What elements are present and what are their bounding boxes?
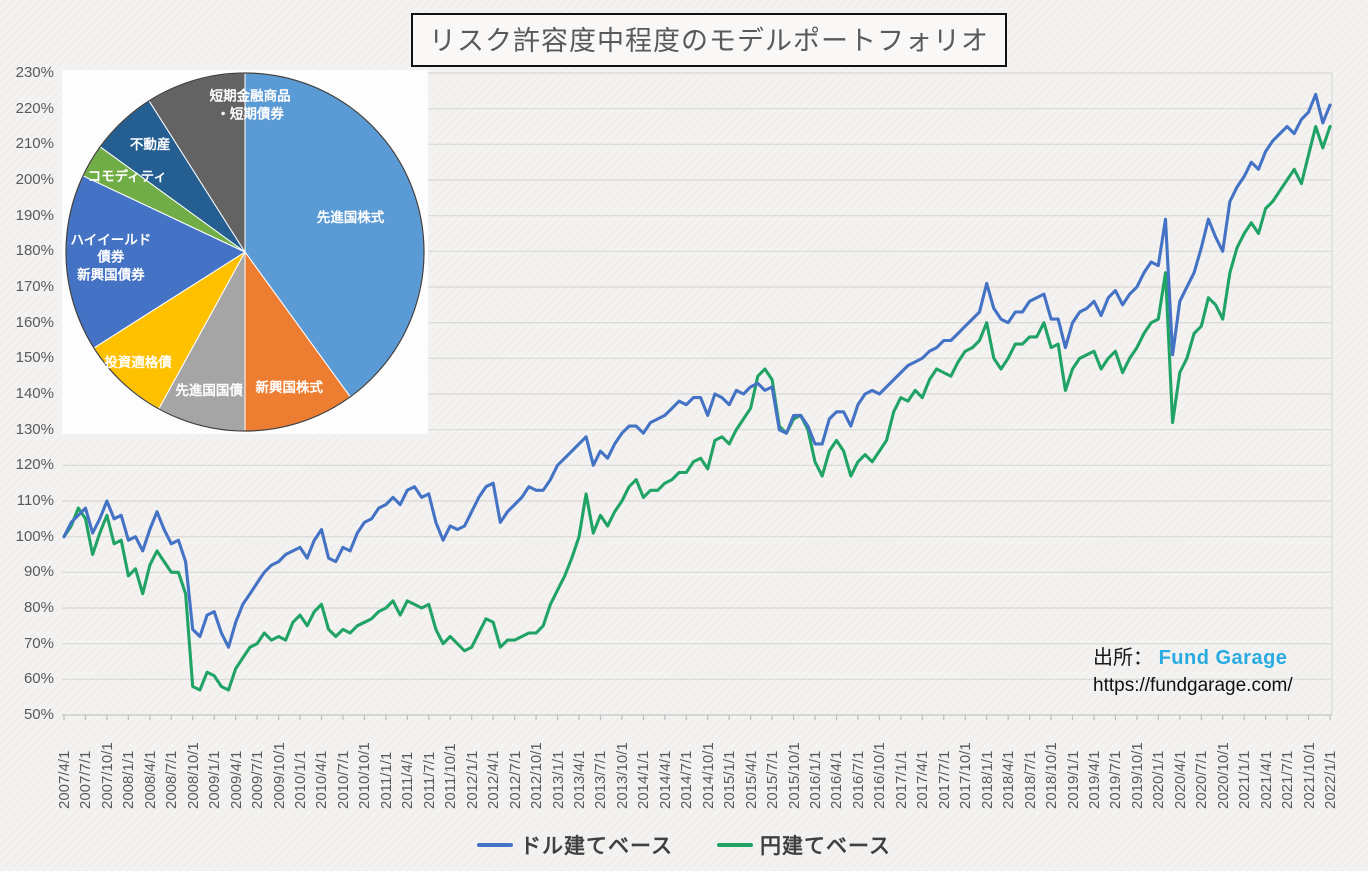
y-tick-label: 190% (15, 206, 54, 224)
x-tick-label: 2017/4/1 (914, 750, 932, 809)
legend-item-ドル建てベース[interactable]: ドル建てベース (477, 830, 673, 860)
x-tick-label: 2020/1/1 (1150, 750, 1168, 809)
y-tick-label: 140% (15, 385, 54, 402)
y-tick-label: 90% (23, 563, 54, 581)
x-tick-label: 2014/4/1 (656, 750, 674, 809)
x-tick-label: 2007/4/1 (56, 750, 73, 809)
x-tick-label: 2009/7/1 (249, 750, 267, 809)
x-tick-label: 2016/4/1 (828, 750, 846, 809)
x-tick-label: 2013/4/1 (570, 750, 588, 809)
allocation-pie-chart (65, 72, 425, 432)
x-tick-label: 2012/4/1 (485, 750, 503, 809)
x-tick-label: 2019/1/1 (1064, 750, 1082, 809)
y-tick-label: 160% (15, 313, 54, 331)
legend-item-円建てベース[interactable]: 円建てベース (717, 830, 891, 860)
x-tick-label: 2012/1/1 (463, 750, 481, 809)
x-tick-label: 2008/4/1 (141, 750, 159, 809)
y-tick-label: 130% (15, 420, 54, 438)
x-tick-label: 2010/10/1 (356, 742, 374, 809)
x-tick-label: 2015/7/1 (764, 750, 782, 809)
source-prefix: 出所： (1093, 647, 1153, 669)
pie-outline (65, 72, 425, 432)
x-tick-label: 2011/1/1 (377, 751, 395, 809)
x-tick-label: 2020/10/1 (1214, 742, 1232, 809)
source-link-fund-garage[interactable]: Fund Garage (1158, 647, 1288, 669)
x-tick-label: 2015/1/1 (721, 750, 739, 809)
x-tick-label: 2020/7/1 (1193, 750, 1211, 809)
y-tick-label: 80% (23, 599, 54, 616)
x-tick-label: 2013/7/1 (592, 750, 610, 809)
chart-legend: ドル建てベース 円建てベース (0, 828, 1368, 862)
x-tick-label: 2015/4/1 (742, 750, 760, 809)
x-tick-label: 2021/1/1 (1236, 750, 1254, 809)
x-tick-label: 2018/7/1 (1021, 750, 1039, 809)
series-line-ドル建てベース (62, 92, 1332, 649)
y-tick-label: 50% (23, 706, 54, 723)
x-tick-label: 2021/4/1 (1257, 750, 1275, 809)
x-tick-label: 2019/10/1 (1128, 742, 1146, 809)
x-tick-label: 2008/10/1 (184, 742, 202, 809)
x-tick-label: 2010/7/1 (334, 750, 352, 809)
y-tick-label: 110% (16, 492, 54, 509)
source-url: https://fundgarage.com/ (1093, 675, 1293, 696)
x-tick-label: 2010/4/1 (313, 750, 331, 809)
y-tick-label: 230% (15, 64, 54, 81)
x-tick-label: 2012/7/1 (506, 750, 524, 809)
x-tick-label: 2018/1/1 (978, 750, 996, 809)
y-tick-label: 200% (15, 171, 54, 188)
x-tick-label: 2014/7/1 (678, 750, 696, 809)
x-tick-label: 2021/10/1 (1300, 742, 1318, 809)
x-tick-label: 2014/10/1 (699, 742, 717, 809)
x-tick-label: 2019/7/1 (1107, 750, 1125, 809)
x-tick-label: 2011/7/1 (420, 751, 438, 809)
x-tick-label: 2013/10/1 (613, 742, 631, 809)
legend-line-swatch (717, 843, 753, 847)
y-tick-label: 60% (23, 670, 54, 688)
x-tick-label: 2008/1/1 (120, 750, 138, 809)
legend-label: 円建てベース (760, 835, 891, 858)
x-tick-label: 2017/1/1 (892, 750, 910, 809)
x-tick-label: 2017/7/1 (935, 750, 953, 809)
legend-label: ドル建てベース (520, 835, 673, 858)
x-tick-label: 2019/4/1 (1085, 750, 1103, 809)
x-tick-label: 2016/1/1 (807, 750, 825, 809)
x-tick-label: 2007/7/1 (77, 750, 95, 809)
y-tick-label: 220% (15, 99, 54, 117)
source-attribution: 出所： Fund Garage https://fundgarage.com/ (1093, 645, 1293, 699)
x-tick-label: 2018/10/1 (1043, 742, 1061, 809)
x-tick-label: 2009/4/1 (227, 750, 245, 809)
x-tick-label: 2018/4/1 (1000, 750, 1018, 809)
x-tick-label: 2017/10/1 (957, 742, 975, 809)
x-tick-label: 2007/10/1 (98, 742, 116, 809)
x-tick-label: 2014/1/1 (635, 750, 653, 809)
x-tick-label: 2012/10/1 (528, 742, 546, 809)
x-tick-label: 2011/10/1 (442, 743, 460, 809)
y-tick-label: 100% (15, 527, 54, 545)
x-tick-label: 2009/1/1 (206, 750, 224, 809)
x-tick-label: 2016/10/1 (871, 742, 889, 809)
x-tick-label: 2015/10/1 (785, 742, 803, 809)
legend-line-swatch (477, 843, 514, 847)
x-tick-label: 2013/1/1 (549, 750, 567, 809)
y-tick-label: 170% (15, 278, 54, 295)
chart-title: リスク許容度中程度のモデルポートフォリオ (411, 13, 1007, 67)
x-tick-label: 2016/7/1 (849, 750, 867, 809)
allocation-pie-panel: 先進国株式 新興国株式 先進国国債 投資適格債 ハイイールド 債券 新興国債券 コモディテ… (62, 70, 428, 434)
y-tick-label: 120% (15, 456, 54, 474)
x-tick-label: 2008/7/1 (163, 750, 181, 809)
x-tick-label: 2011/4/1 (399, 751, 417, 809)
x-tick-label: 2020/4/1 (1171, 750, 1189, 809)
y-tick-label: 150% (15, 349, 54, 367)
x-tick-label: 2009/10/1 (270, 742, 288, 809)
x-tick-label: 2021/7/1 (1279, 750, 1297, 809)
y-tick-label: 180% (15, 242, 54, 260)
series-line-円建てベース (62, 124, 1332, 692)
x-tick-label: 2022/1/1 (1322, 750, 1339, 809)
y-tick-label: 70% (23, 634, 54, 652)
y-tick-label: 210% (15, 135, 54, 153)
x-tick-label: 2010/1/1 (292, 750, 310, 809)
